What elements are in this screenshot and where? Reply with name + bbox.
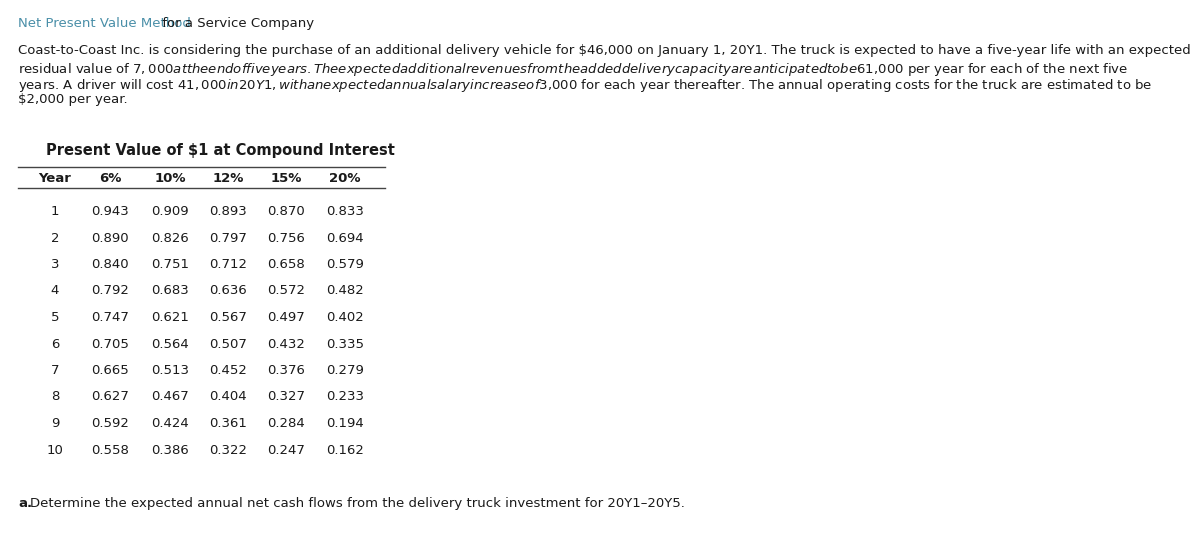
Text: 0.579: 0.579 (326, 258, 364, 271)
Text: 0.826: 0.826 (151, 232, 188, 244)
Text: 8: 8 (50, 391, 59, 404)
Text: a.: a. (18, 497, 32, 510)
Text: 7: 7 (50, 364, 59, 377)
Text: Present Value of $1 at Compound Interest: Present Value of $1 at Compound Interest (46, 143, 395, 158)
Text: 5: 5 (50, 311, 59, 324)
Text: 0.592: 0.592 (91, 417, 128, 430)
Text: 0.797: 0.797 (209, 232, 247, 244)
Text: 0.792: 0.792 (91, 285, 128, 297)
Text: 0.404: 0.404 (209, 391, 247, 404)
Text: 6: 6 (50, 338, 59, 351)
Text: Net Present Value Method: Net Present Value Method (18, 17, 191, 30)
Text: 4: 4 (50, 285, 59, 297)
Text: 0.751: 0.751 (151, 258, 190, 271)
Text: Coast-to-Coast Inc. is considering the purchase of an additional delivery vehicl: Coast-to-Coast Inc. is considering the p… (18, 44, 1190, 57)
Text: 0.361: 0.361 (209, 417, 247, 430)
Text: 0.712: 0.712 (209, 258, 247, 271)
Text: 0.513: 0.513 (151, 364, 190, 377)
Text: 0.452: 0.452 (209, 364, 247, 377)
Text: 20%: 20% (329, 172, 361, 185)
Text: 0.627: 0.627 (91, 391, 128, 404)
Text: for a Service Company: for a Service Company (158, 17, 314, 30)
Text: 0.567: 0.567 (209, 311, 247, 324)
Text: 0.402: 0.402 (326, 311, 364, 324)
Text: 0.279: 0.279 (326, 364, 364, 377)
Text: 0.432: 0.432 (268, 338, 305, 351)
Text: 0.658: 0.658 (268, 258, 305, 271)
Text: 10%: 10% (155, 172, 186, 185)
Text: 0.194: 0.194 (326, 417, 364, 430)
Text: 0.893: 0.893 (209, 205, 247, 218)
Text: 0.621: 0.621 (151, 311, 188, 324)
Text: 0.424: 0.424 (151, 417, 188, 430)
Text: 0.162: 0.162 (326, 443, 364, 457)
Text: 0.564: 0.564 (151, 338, 188, 351)
Text: 9: 9 (50, 417, 59, 430)
Text: 15%: 15% (270, 172, 301, 185)
Text: 0.284: 0.284 (268, 417, 305, 430)
Text: 0.683: 0.683 (151, 285, 188, 297)
Text: 0.636: 0.636 (209, 285, 247, 297)
Text: years. A driver will cost $41,000 in 20Y1, with an expected annual salary increa: years. A driver will cost $41,000 in 20Y… (18, 77, 1152, 94)
Text: 0.327: 0.327 (266, 391, 305, 404)
Text: $2,000 per year.: $2,000 per year. (18, 93, 127, 107)
Text: 0.572: 0.572 (266, 285, 305, 297)
Text: 0.840: 0.840 (91, 258, 128, 271)
Text: Determine the expected annual net cash flows from the delivery truck investment : Determine the expected annual net cash f… (30, 497, 685, 510)
Text: 0.558: 0.558 (91, 443, 128, 457)
Text: 0.943: 0.943 (91, 205, 128, 218)
Text: 0.376: 0.376 (268, 364, 305, 377)
Text: 0.497: 0.497 (268, 311, 305, 324)
Text: residual value of $7,000 at the end of five years. The expected additional reven: residual value of $7,000 at the end of f… (18, 61, 1128, 78)
Text: 0.833: 0.833 (326, 205, 364, 218)
Text: 6%: 6% (98, 172, 121, 185)
Text: 12%: 12% (212, 172, 244, 185)
Text: 1: 1 (50, 205, 59, 218)
Text: 0.665: 0.665 (91, 364, 128, 377)
Text: 0.386: 0.386 (151, 443, 188, 457)
Text: 0.507: 0.507 (209, 338, 247, 351)
Text: Year: Year (38, 172, 72, 185)
Text: 0.233: 0.233 (326, 391, 364, 404)
Text: 0.247: 0.247 (268, 443, 305, 457)
Text: 0.909: 0.909 (151, 205, 188, 218)
Text: 0.467: 0.467 (151, 391, 188, 404)
Text: 0.756: 0.756 (268, 232, 305, 244)
Text: 0.870: 0.870 (268, 205, 305, 218)
Text: 10: 10 (47, 443, 64, 457)
Text: 0.747: 0.747 (91, 311, 128, 324)
Text: 0.694: 0.694 (326, 232, 364, 244)
Text: 2: 2 (50, 232, 59, 244)
Text: 0.705: 0.705 (91, 338, 128, 351)
Text: 3: 3 (50, 258, 59, 271)
Text: 0.890: 0.890 (91, 232, 128, 244)
Text: 0.482: 0.482 (326, 285, 364, 297)
Text: 0.335: 0.335 (326, 338, 364, 351)
Text: 0.322: 0.322 (209, 443, 247, 457)
